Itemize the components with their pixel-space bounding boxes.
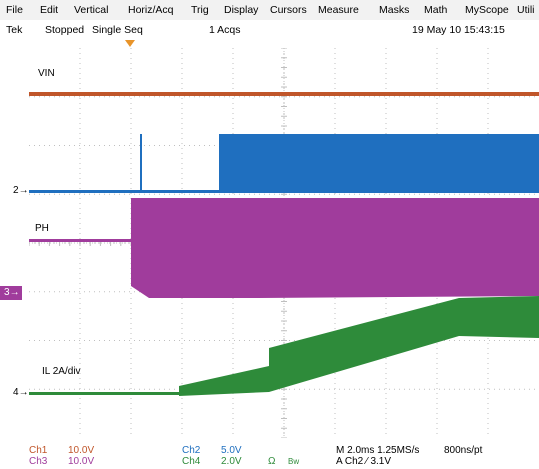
ohm-icon: Ω [268, 456, 276, 467]
ch1-readout-scale[interactable]: 10.0V [68, 445, 95, 456]
resolution-readout[interactable]: 800ns/pt [444, 445, 483, 456]
ch3-readout-name[interactable]: Ch3 [29, 456, 48, 467]
menu-edit[interactable]: Edit [40, 4, 59, 16]
bandwidth-limit-icon: Bw [288, 457, 300, 466]
ph-trace-band [131, 198, 539, 298]
menu-utilities[interactable]: Utili [517, 4, 535, 16]
ch4-marker-label: 4 [13, 387, 19, 398]
graticule-svg [29, 48, 539, 438]
menu-measure[interactable]: Measure [318, 4, 359, 16]
ch2-readout-name[interactable]: Ch2 [182, 445, 201, 456]
menu-math[interactable]: Math [424, 4, 448, 16]
ch3-marker[interactable]: 3→ [0, 286, 22, 300]
ch2-trace-high [219, 134, 539, 193]
ch2-marker[interactable]: 2→ [13, 185, 29, 197]
vin-label: VIN [38, 68, 55, 79]
timebase-readout[interactable]: M 2.0ms 1.25MS/s [336, 445, 420, 456]
menu-cursors[interactable]: Cursors [270, 4, 307, 16]
vin-trace [29, 92, 539, 96]
date-time: 19 May 10 15:43:15 [412, 24, 505, 36]
ch2-readout-scale[interactable]: 5.0V [221, 445, 242, 456]
ch1-readout-name[interactable]: Ch1 [29, 445, 48, 456]
brand-label: Tek [6, 24, 23, 36]
menu-bar: File Edit Vertical Horiz/Acq Trig Displa… [0, 0, 539, 21]
menu-vertical[interactable]: Vertical [74, 4, 109, 16]
marker-arrow-icon: → [18, 185, 29, 196]
ch3-marker-label: 3 [4, 287, 10, 298]
marker-arrow-icon: → [9, 287, 20, 298]
acq-count: 1 Acqs [209, 24, 241, 36]
ph-label: PH [35, 223, 49, 234]
ch4-readout-scale[interactable]: 2.0V [221, 456, 242, 467]
acq-state: Stopped [45, 24, 85, 36]
ch4-readout-name[interactable]: Ch4 [182, 456, 201, 467]
menu-file[interactable]: File [6, 4, 23, 16]
status-bar: Tek Stopped Single Seq 1 Acqs 19 May 10 … [0, 20, 539, 40]
ch2-marker-label: 2 [13, 185, 19, 196]
acq-mode: Single Seq [92, 24, 143, 36]
menu-trig[interactable]: Trig [191, 4, 209, 16]
il-trace-flat [29, 392, 179, 395]
menu-horiz-acq[interactable]: Horiz/Acq [128, 4, 174, 16]
waveform-display[interactable]: VIN PH IL 2A/div [29, 48, 539, 438]
ch4-marker[interactable]: 4→ [13, 387, 29, 399]
ch2-trace-spike [140, 134, 142, 192]
menu-masks[interactable]: Masks [379, 4, 410, 16]
menu-display[interactable]: Display [224, 4, 259, 16]
marker-arrow-icon: → [18, 387, 29, 398]
ch2-trace-low [29, 190, 219, 193]
trigger-readout[interactable]: A Ch2 ⁄ 3.1V [336, 456, 392, 467]
il-label: IL 2A/div [42, 366, 81, 377]
ch3-readout-scale[interactable]: 10.0V [68, 456, 95, 467]
trigger-position-icon[interactable] [125, 40, 135, 47]
ph-trace-low [29, 239, 131, 242]
menu-myscope[interactable]: MyScope [465, 4, 509, 16]
il-trace-ramp [179, 296, 539, 396]
